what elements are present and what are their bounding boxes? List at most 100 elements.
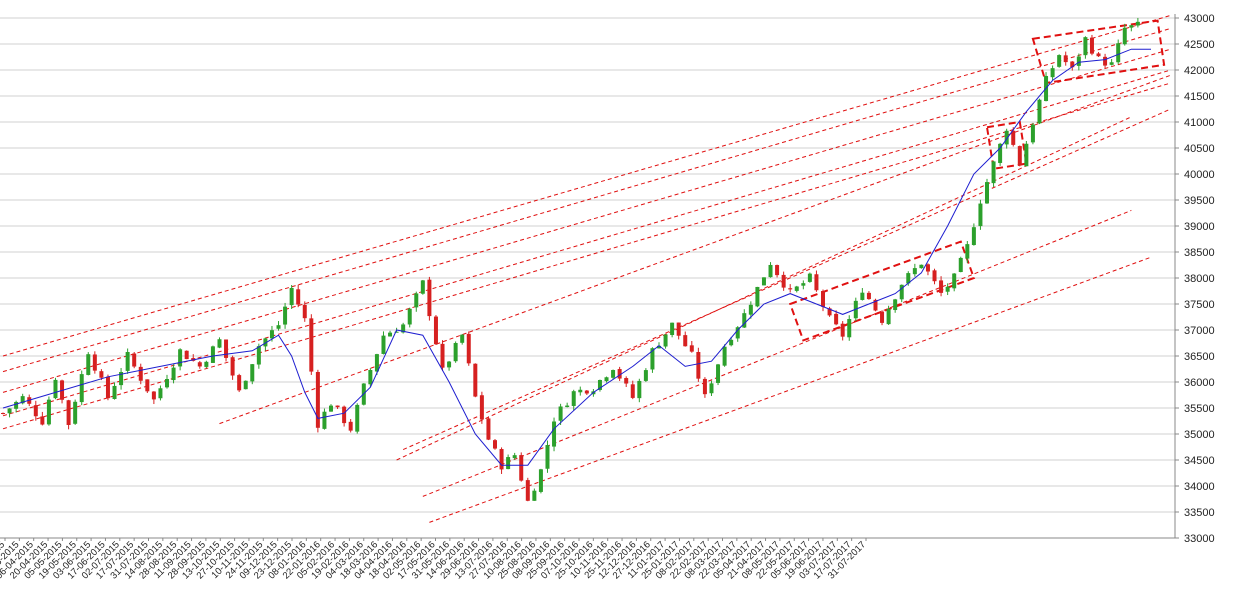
candle-body [394, 331, 399, 333]
candle-body [506, 457, 511, 470]
candle-body [906, 273, 911, 284]
y-tick-label: 39000 [1184, 221, 1215, 233]
trend-line [402, 108, 1171, 451]
grid-layer [0, 17, 1175, 539]
candle-body [742, 313, 747, 328]
candle-body [348, 421, 353, 431]
candle-body [827, 308, 832, 316]
candle-body [145, 379, 150, 392]
candle-body [873, 299, 878, 311]
moving-average-layer [2, 48, 1151, 466]
trend-line [2, 14, 1171, 357]
candle-body [781, 274, 786, 288]
candle-body [433, 316, 438, 345]
candle-body [1103, 56, 1108, 66]
candle-body [1109, 62, 1114, 65]
candle-body [374, 354, 379, 372]
candle-body [388, 332, 393, 337]
candle-body [702, 378, 707, 395]
candle-body [79, 374, 84, 403]
trend-lines-layer [2, 14, 1171, 523]
candle-body [794, 286, 799, 291]
candle-body [224, 339, 229, 358]
y-tick-label: 34000 [1184, 481, 1215, 493]
candle-body [670, 322, 675, 335]
trend-line [396, 116, 1132, 461]
candle-body [184, 350, 189, 360]
candle-body [893, 299, 898, 311]
trend-line [219, 74, 1171, 425]
candle-body [630, 384, 635, 398]
candle-body [119, 372, 124, 386]
candle-body [965, 244, 970, 259]
candle-body [1, 413, 5, 415]
candle-body [7, 408, 12, 414]
candle-body [722, 346, 727, 366]
candle-body [381, 335, 386, 354]
candle-body [309, 318, 314, 372]
y-tick-label: 36500 [1184, 351, 1215, 363]
candle-body [919, 264, 924, 269]
candle-body [99, 371, 104, 378]
candle-body [899, 284, 904, 300]
candle-body [427, 279, 432, 317]
channel-box [1031, 19, 1166, 85]
candle-body [1011, 130, 1016, 145]
candle-body [860, 292, 865, 300]
candle-body [939, 280, 944, 293]
candle-body [1037, 99, 1042, 124]
candle-body [1076, 56, 1081, 66]
candle-body [158, 388, 163, 399]
candle-body [1030, 124, 1035, 143]
candle-body [637, 380, 642, 399]
candle-body [40, 416, 45, 425]
candle-body [821, 291, 825, 307]
candle-body [250, 364, 255, 382]
candle-body [775, 265, 780, 276]
candle-body [657, 345, 661, 349]
candle-body [329, 405, 333, 412]
candle-body [1096, 53, 1101, 57]
channel-boxes-layer [788, 19, 1166, 342]
candle-body [683, 335, 688, 347]
y-tick-label: 42000 [1184, 65, 1215, 77]
candle-body [611, 370, 616, 378]
candle-body [755, 286, 760, 307]
y-tick-label: 40000 [1184, 169, 1215, 181]
candle-body [263, 338, 268, 347]
candle-body [643, 370, 648, 381]
candle-body [276, 325, 281, 329]
trend-line [2, 82, 1171, 430]
candle-body [978, 203, 983, 227]
candle-body [709, 383, 714, 394]
y-tick-label: 38000 [1184, 273, 1215, 285]
moving-average-line [2, 48, 1151, 466]
candle-body [256, 346, 261, 365]
candle-body [138, 366, 143, 381]
candle-body [473, 363, 478, 397]
candle-body [1063, 55, 1068, 63]
candle-body [171, 367, 176, 381]
candles-layer [1, 17, 1140, 502]
candle-body [945, 286, 950, 292]
candle-body [834, 313, 839, 325]
candle-body [1116, 43, 1121, 63]
channel-box [788, 240, 976, 342]
y-tick-label: 33500 [1184, 507, 1215, 519]
candle-body [696, 351, 701, 379]
candle-body [886, 308, 891, 325]
candle-body [1024, 143, 1029, 167]
candle-body [532, 490, 537, 501]
candle-body [958, 257, 963, 273]
candle-body [1070, 61, 1075, 68]
candle-body [650, 348, 655, 370]
candle-body [322, 411, 327, 429]
candle-body [86, 354, 91, 375]
y-tick-label: 41500 [1184, 91, 1215, 103]
candle-body [1135, 21, 1140, 26]
candle-body [676, 322, 681, 336]
candle-body [335, 405, 340, 408]
y-tick-label: 43000 [1184, 13, 1215, 25]
